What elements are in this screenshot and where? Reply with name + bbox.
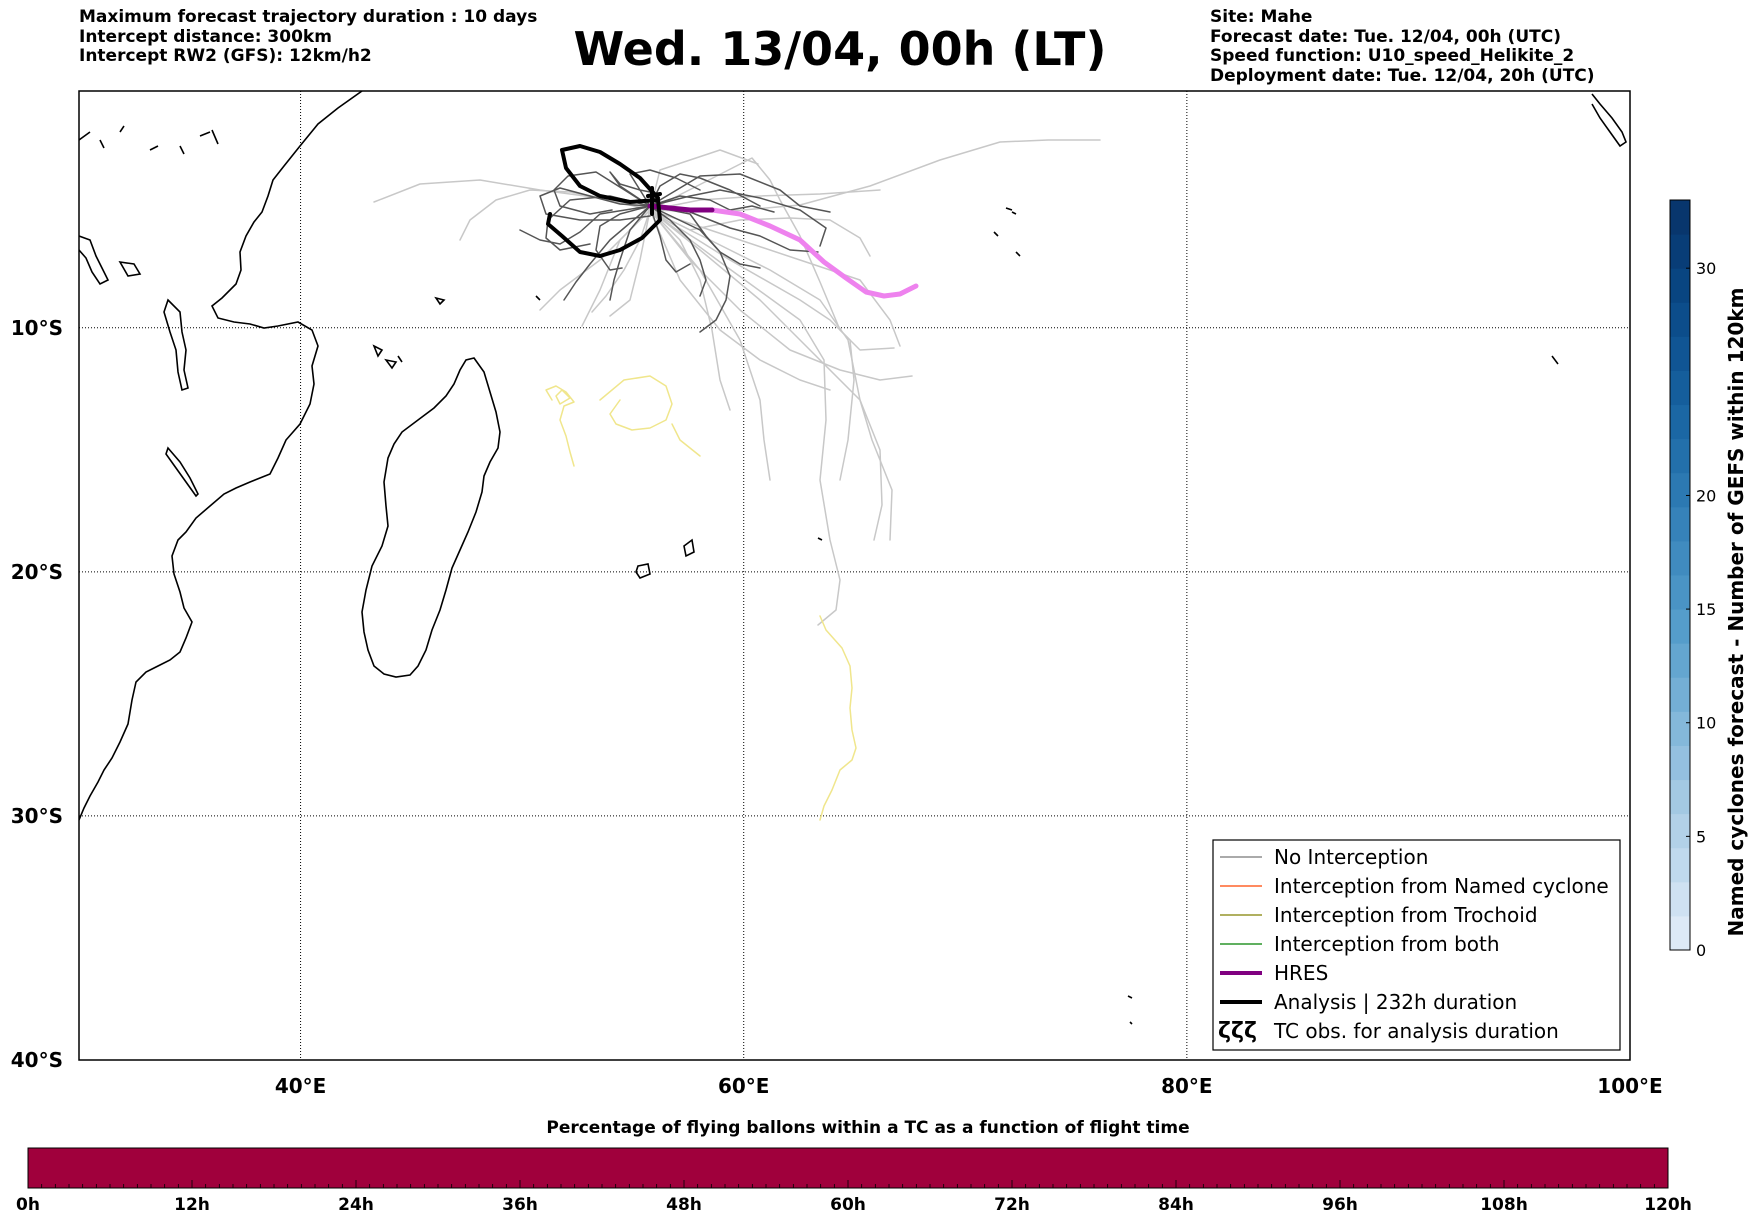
legend-label: No Interception — [1274, 845, 1428, 869]
bottom-colorbar-hour-label: 96h — [1322, 1195, 1358, 1215]
right-colorbar-band — [1670, 540, 1690, 576]
lat-tick-label: 40°S — [11, 1048, 63, 1072]
seychelles-islands — [434, 295, 541, 306]
bottom-colorbar-title: Percentage of flying ballons within a TC… — [546, 1118, 1189, 1138]
bottom-colorbar-hour-label: 36h — [502, 1195, 538, 1215]
comoros-islands — [372, 344, 403, 370]
bottom-colorbar-hour-label: 0h — [16, 1195, 40, 1215]
right-colorbar-band — [1670, 200, 1690, 235]
lon-tick-label: 60°E — [718, 1074, 770, 1098]
right-colorbar-tick-label: 30 — [1696, 259, 1716, 278]
right-colorbar-band — [1670, 779, 1690, 815]
analysis-trajectories — [546, 144, 662, 258]
lat-tick-label: 30°S — [11, 804, 63, 828]
right-colorbar-band — [1670, 404, 1690, 440]
right-colorbar-band — [1670, 745, 1690, 781]
right-colorbar-band — [1670, 711, 1690, 746]
header-speed-function: Speed function: U10_speed_Helikite_2 — [1210, 46, 1575, 66]
bottom-colorbar-hour-label: 120h — [1644, 1195, 1692, 1215]
map-grid — [79, 91, 1630, 1060]
legend-symbol-tc-obs: ζζζ — [1218, 1019, 1257, 1044]
right-colorbar-tick-label: 20 — [1696, 486, 1716, 505]
right-colorbar: 0 5 10 15 20 30 — [1669, 199, 1716, 960]
rodrigues-island — [817, 537, 823, 541]
right-colorbar-band — [1670, 438, 1690, 474]
lake-tanganyika — [163, 298, 189, 392]
header-max-duration: Maximum forecast trajectory duration : 1… — [79, 7, 538, 27]
lon-tick-label: 100°E — [1597, 1074, 1662, 1098]
legend-label: Interception from Trochoid — [1274, 903, 1538, 927]
lon-tick-label: 40°E — [275, 1074, 327, 1098]
bottom-colorbar-hour-label: 48h — [666, 1195, 702, 1215]
right-colorbar-band — [1670, 370, 1690, 406]
right-colorbar-tick-label: 5 — [1696, 827, 1706, 846]
lat-tick-label: 10°S — [11, 316, 63, 340]
bottom-colorbar-hour-label: 84h — [1158, 1195, 1194, 1215]
right-colorbar-band — [1670, 677, 1690, 712]
header-forecast-date: Forecast date: Tue. 12/04, 00h (UTC) — [1210, 26, 1561, 47]
right-colorbar-label: Named cyclones forecast - Number of GEFS… — [1724, 288, 1748, 937]
right-colorbar-band — [1670, 847, 1690, 883]
legend-box — [1212, 839, 1621, 1051]
lon-tick-label: 80°E — [1161, 1074, 1213, 1098]
legend: No Interception Interception from Named c… — [1212, 839, 1621, 1051]
right-colorbar-band — [1670, 813, 1690, 849]
right-colorbar-band — [1670, 575, 1690, 610]
right-colorbar-band — [1670, 506, 1690, 542]
legend-label: Interception from Named cyclone — [1274, 874, 1609, 898]
bottom-colorbar-hour-label: 60h — [830, 1195, 866, 1215]
mascarene-reunion — [635, 563, 651, 579]
right-colorbar-frame — [1669, 199, 1691, 951]
header-intercept-rw2: Intercept RW2 (GFS): 12km/h2 — [79, 46, 372, 66]
amsterdam-island — [1127, 995, 1133, 1025]
bottom-colorbar-hour-label: 12h — [174, 1195, 210, 1215]
christmas-island — [1551, 355, 1559, 365]
right-colorbar-tick-label: 0 — [1696, 941, 1706, 960]
legend-label: HRES — [1274, 961, 1328, 985]
legend-label: Analysis | 232h duration — [1274, 990, 1517, 1014]
lat-tick-label: 20°S — [11, 560, 63, 584]
map-title: Wed. 13/04, 00h (LT) — [573, 22, 1107, 76]
right-colorbar-band — [1670, 609, 1690, 644]
header-deployment-date: Deployment date: Tue. 12/04, 20h (UTC) — [1210, 65, 1595, 86]
chagos-islands — [993, 207, 1021, 257]
map-tick-labels: 10°S 20°S 30°S 40°S 40°E 60°E 80°E 100°E — [11, 316, 1663, 1098]
lake-victoria — [79, 235, 110, 286]
legend-label: Interception from both — [1274, 932, 1500, 956]
header-left: Maximum forecast trajectory duration : 1… — [79, 7, 538, 67]
right-colorbar-band — [1670, 643, 1690, 678]
bottom-colorbar-hour-label: 72h — [994, 1195, 1030, 1215]
madagascar-coastline — [361, 357, 501, 678]
header-site: Site: Mahe — [1210, 7, 1313, 27]
hres-tail-trajectory — [709, 207, 919, 299]
socotra-area — [1591, 93, 1627, 148]
lake-tana-area — [118, 260, 142, 277]
bottom-colorbar-hour-label: 24h — [338, 1195, 374, 1215]
right-colorbar-band — [1670, 472, 1690, 508]
header-right: Site: Mahe Forecast date: Tue. 12/04, 00… — [1210, 7, 1595, 86]
right-colorbar-tick-label: 15 — [1696, 600, 1716, 619]
right-colorbar-band — [1670, 234, 1690, 269]
right-colorbar-tick-label: 10 — [1696, 714, 1716, 733]
header-intercept-distance: Intercept distance: 300km — [79, 26, 332, 47]
africa-coastline — [79, 91, 363, 821]
right-colorbar-band — [1670, 915, 1690, 951]
right-colorbar-band — [1670, 881, 1690, 917]
lake-malawi — [165, 446, 199, 498]
trajectory-layer — [373, 139, 1101, 821]
tc-trochoid-tracks — [545, 375, 857, 821]
coastlines — [79, 91, 1627, 1025]
right-colorbar-band — [1670, 336, 1690, 371]
bottom-colorbar: 0h 12h 24h 36h 48h 60h 72h 84h 96h 108h 120h — [16, 1147, 1692, 1215]
ensemble-light-trajectories — [373, 139, 1101, 626]
legend-label: TC obs. for analysis duration — [1273, 1019, 1559, 1043]
map-frame — [78, 90, 1631, 1061]
right-colorbar-band — [1670, 268, 1690, 303]
right-colorbar-band — [1670, 302, 1690, 337]
bottom-colorbar-hour-label: 108h — [1480, 1195, 1528, 1215]
mascarene-mauritius — [683, 538, 695, 558]
coast-fragments-north — [79, 125, 219, 155]
